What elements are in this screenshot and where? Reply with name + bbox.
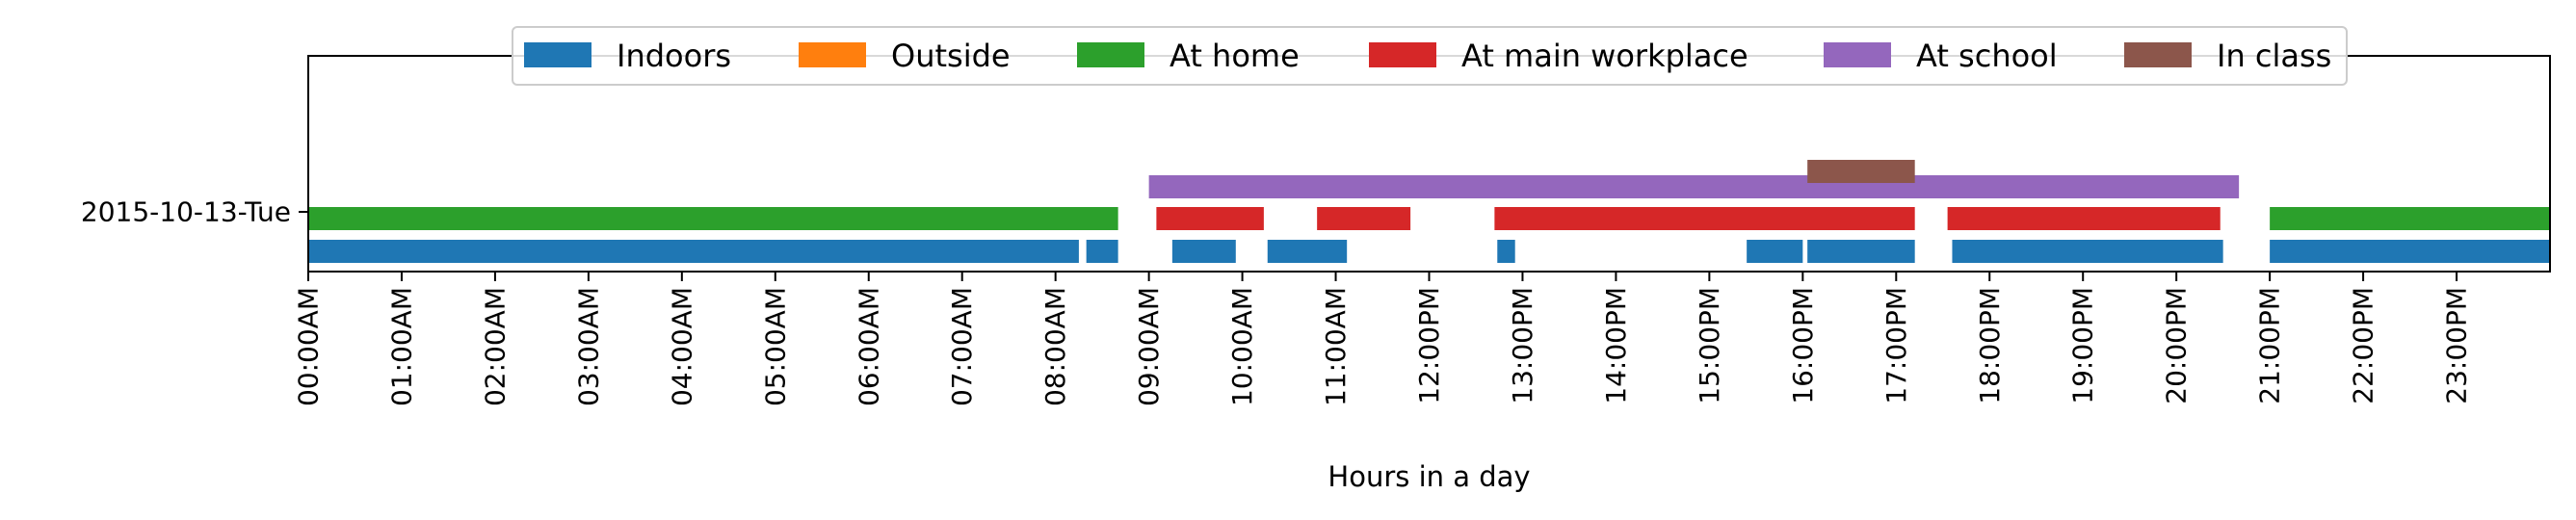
x-tick-label: 01:00AM xyxy=(385,287,417,406)
legend-label-at-school: At school xyxy=(1916,38,2058,74)
x-tick-label: 09:00AM xyxy=(1133,287,1165,406)
bar-in-class xyxy=(1807,160,1915,183)
plot-frame xyxy=(307,55,2551,273)
legend-label-indoors: Indoors xyxy=(617,38,731,74)
bar-indoors xyxy=(1497,240,1515,263)
x-tick-label: 20:00PM xyxy=(2161,287,2193,404)
bar-at-main-workplace xyxy=(1156,207,1264,230)
x-tick-label: 08:00AM xyxy=(1039,287,1071,406)
x-tick-label: 15:00PM xyxy=(1694,287,1725,404)
bar-indoors xyxy=(1952,240,2223,263)
x-tick-label: 07:00AM xyxy=(946,287,978,406)
x-tick-label: 21:00PM xyxy=(2254,287,2286,404)
activity-bars xyxy=(308,160,2550,263)
bar-at-main-workplace xyxy=(1947,207,2221,230)
y-tick-label: 2015-10-13-Tue xyxy=(81,196,291,228)
bar-at-school xyxy=(1148,175,2240,198)
x-tick-label: 00:00AM xyxy=(293,287,325,406)
x-tick-label: 05:00AM xyxy=(759,287,791,406)
x-tick-label: 02:00AM xyxy=(479,287,511,406)
legend-label-outside: Outside xyxy=(891,38,1011,74)
legend-swatch-outside xyxy=(799,42,866,67)
legend-swatch-at-home xyxy=(1077,42,1144,67)
legend-label-in-class: In class xyxy=(2217,38,2331,74)
x-tick-label: 14:00PM xyxy=(1600,287,1632,404)
bar-at-main-workplace xyxy=(1317,207,1411,230)
x-tick-label: 13:00PM xyxy=(1507,287,1538,404)
bar-at-home xyxy=(308,207,1118,230)
bar-indoors xyxy=(1807,240,1915,263)
x-axis-ticks: 00:00AM 01:00AM 02:00AM 03:00AM 04:00AM 05:00… xyxy=(293,272,2473,406)
bar-at-main-workplace xyxy=(1494,207,1915,230)
legend-swatch-indoors xyxy=(524,42,591,67)
bar-at-home xyxy=(2270,207,2550,230)
y-axis-ticks: 2015-10-13-Tue xyxy=(81,196,308,228)
legend-swatch-at-school xyxy=(1824,42,1891,67)
x-tick-label: 11:00AM xyxy=(1320,287,1352,406)
x-tick-label: 16:00PM xyxy=(1787,287,1819,404)
legend-swatch-at-main-workplace xyxy=(1369,42,1436,67)
bar-indoors xyxy=(1171,240,1236,263)
bar-indoors xyxy=(1086,240,1118,263)
bar-indoors xyxy=(308,240,1079,263)
x-axis-title: Hours in a day xyxy=(1327,460,1530,493)
bar-indoors xyxy=(2270,240,2550,263)
bar-indoors xyxy=(1267,240,1348,263)
x-tick-label: 03:00AM xyxy=(572,287,604,406)
x-tick-label: 12:00PM xyxy=(1413,287,1445,404)
x-tick-label: 17:00PM xyxy=(1880,287,1912,404)
x-tick-label: 10:00AM xyxy=(1226,287,1258,406)
bar-indoors xyxy=(1747,240,1803,263)
x-tick-label: 04:00AM xyxy=(666,287,697,406)
x-tick-label: 22:00PM xyxy=(2348,287,2379,404)
x-tick-label: 19:00PM xyxy=(2067,287,2099,404)
x-tick-label: 06:00AM xyxy=(853,287,884,406)
legend-label-at-home: At home xyxy=(1170,38,1300,74)
legend: Indoors Outside At home At main workplace At… xyxy=(512,26,2348,86)
legend-label-at-main-workplace: At main workplace xyxy=(1461,38,1748,74)
legend-swatch-in-class xyxy=(2124,42,2192,67)
x-tick-label: 18:00PM xyxy=(1974,287,2006,404)
x-tick-label: 23:00PM xyxy=(2441,287,2473,404)
